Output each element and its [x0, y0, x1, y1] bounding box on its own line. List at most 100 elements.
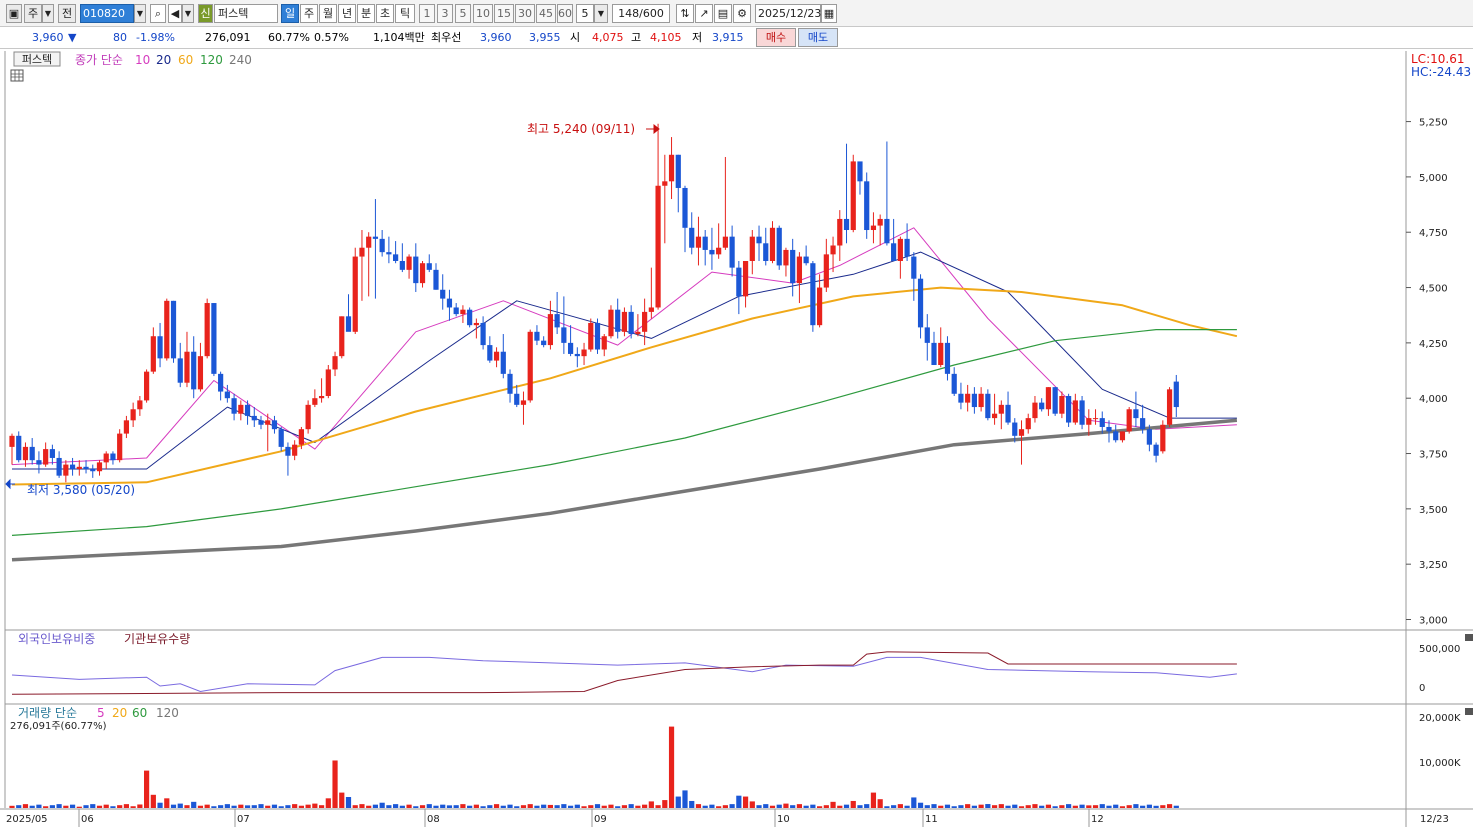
candle-body [49, 449, 55, 458]
x-label-08: 08 [427, 814, 440, 825]
candle-body [1052, 387, 1058, 414]
candle-body [305, 404, 311, 430]
volume-bar [810, 804, 816, 808]
institution-holding-label: 기관보유수량 [124, 632, 190, 646]
candle-body [366, 236, 372, 248]
candle-body [56, 457, 62, 476]
volume-bar [406, 804, 412, 808]
sound-icon[interactable]: ◀ [168, 4, 182, 23]
candle-body [63, 464, 69, 476]
period-day[interactable]: 일 [281, 4, 299, 23]
minute-10[interactable]: 10 [473, 4, 493, 23]
sin-button[interactable]: 신 [198, 4, 213, 23]
candlesticks [9, 123, 1179, 483]
minute-45[interactable]: 45 [536, 4, 556, 23]
volume-bar [150, 794, 156, 808]
code-dropdown-icon[interactable]: ▼ [134, 4, 146, 23]
holding-collapse-icon[interactable] [1465, 634, 1473, 641]
volume-bar [998, 804, 1004, 808]
stock-tag[interactable] [13, 51, 61, 67]
search-icon[interactable]: ⌕ [150, 4, 166, 23]
vol-ma5-legend: 5 [97, 706, 105, 720]
candle-body [204, 303, 210, 357]
sell-button[interactable]: 매도 [798, 28, 838, 47]
sound-dropdown-icon[interactable]: ▼ [182, 4, 194, 23]
x-label-07: 07 [237, 814, 250, 825]
period-tick[interactable]: 틱 [395, 4, 415, 23]
custom-minute-dropdown-icon[interactable]: ▼ [594, 4, 608, 23]
market-button[interactable]: 주 [24, 4, 42, 23]
volume-bar [628, 804, 634, 808]
period-week[interactable]: 주 [300, 4, 318, 23]
save-icon[interactable]: ▤ [714, 4, 732, 23]
count-field[interactable]: 148/600 [612, 4, 670, 23]
minute-60[interactable]: 60 [557, 4, 573, 23]
candle-body [756, 236, 762, 244]
volume-bar [1079, 804, 1085, 808]
range-button[interactable]: 전 [58, 4, 76, 23]
candle-body [103, 453, 109, 463]
period-second[interactable]: 초 [376, 4, 394, 23]
period-month[interactable]: 월 [319, 4, 337, 23]
candle-body [1126, 409, 1132, 432]
candle-body [332, 356, 338, 370]
candle-body [251, 415, 257, 421]
minute-1[interactable]: 1 [419, 4, 435, 23]
volume-bar [446, 805, 453, 808]
stock-name-field[interactable]: 퍼스텍 [214, 4, 278, 23]
volume-bar [453, 805, 459, 808]
volume-bar [581, 806, 587, 808]
volume-bar [655, 805, 661, 808]
candle-body [884, 218, 890, 244]
candle-body [891, 243, 897, 261]
volume-bar [76, 806, 82, 808]
candle-body [285, 446, 291, 456]
candle-body [857, 161, 863, 182]
trend-icon[interactable]: ↗ [695, 4, 713, 23]
candle-body [904, 238, 910, 257]
calendar-icon[interactable]: ▦ [821, 4, 837, 23]
date-input[interactable]: 2025/12/23 [755, 4, 821, 23]
holding-lines [11, 651, 1237, 695]
volume-bar [1140, 805, 1146, 808]
minute-5[interactable]: 5 [455, 4, 471, 23]
candle-body [224, 391, 230, 399]
period-year[interactable]: 년 [338, 4, 356, 23]
volume-bar [63, 805, 69, 808]
volume-bar [1133, 804, 1139, 808]
candle-body [716, 247, 722, 255]
minute-30[interactable]: 30 [515, 4, 535, 23]
volume-bar [695, 804, 702, 808]
window-icon[interactable]: ▣ [6, 4, 22, 23]
stock-code-input[interactable]: 010820 [80, 4, 134, 23]
candle-body [298, 429, 304, 445]
period-minute[interactable]: 분 [357, 4, 375, 23]
candle-body [231, 398, 237, 414]
volume-collapse-icon[interactable] [1465, 708, 1473, 715]
minute-15[interactable]: 15 [494, 4, 514, 23]
candle-body [810, 263, 816, 326]
chart-area[interactable]: 5,250 5,000 4,750 4,500 4,250 4,000 3,750 3,500… [0, 49, 1473, 827]
volume-bar [514, 806, 520, 808]
candle-body [958, 393, 964, 403]
x-label-11: 11 [925, 814, 938, 825]
candle-body [265, 420, 271, 425]
candle-body [170, 300, 177, 359]
volume-bar [1092, 805, 1099, 808]
candle-body [211, 303, 217, 374]
volume-bar [769, 805, 776, 808]
candle-body [1166, 389, 1173, 425]
buy-button[interactable]: 매수 [756, 28, 796, 47]
volume-bar [500, 805, 506, 808]
candle-body [271, 420, 278, 430]
minute-3[interactable]: 3 [437, 4, 453, 23]
chevron-down-icon[interactable]: ▼ [42, 4, 54, 23]
indicator-icon[interactable]: ⇅ [676, 4, 694, 23]
gear-icon[interactable]: ⚙ [733, 4, 751, 23]
volume-bar [372, 804, 379, 808]
grid-toggle-icon[interactable] [10, 69, 24, 82]
volume-bar [473, 804, 479, 808]
candle-body [1173, 381, 1179, 408]
custom-minute-input[interactable]: 5 [576, 4, 594, 23]
y-tick-label: 3,500 [1419, 505, 1448, 516]
